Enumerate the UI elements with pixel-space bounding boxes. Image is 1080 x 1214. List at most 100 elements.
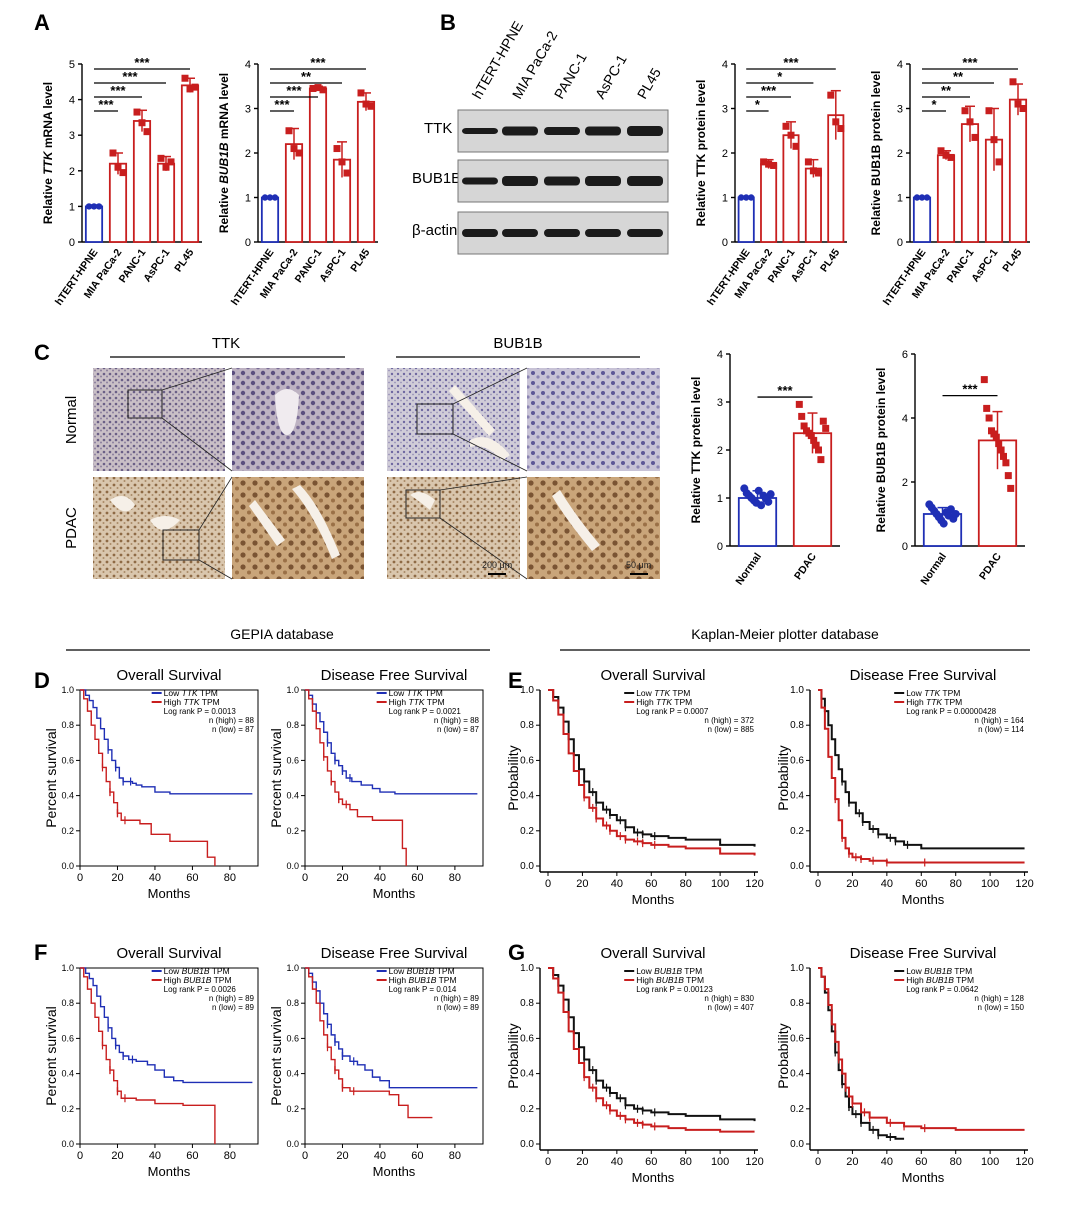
legend-stat: n (low) = 89 bbox=[437, 1003, 480, 1012]
x-tick-label: 20 bbox=[576, 1156, 588, 1168]
panel-label-g: G bbox=[508, 940, 525, 965]
y-tick-label: 0.8 bbox=[61, 720, 74, 730]
bar bbox=[804, 167, 822, 243]
data-point bbox=[186, 85, 194, 93]
data-point bbox=[362, 100, 370, 108]
x-tick-label: 40 bbox=[374, 1150, 386, 1162]
legend-stat: n (low) = 150 bbox=[978, 1003, 1025, 1012]
y-tick-label: 1 bbox=[722, 193, 728, 205]
sig-label: * bbox=[755, 97, 761, 112]
y-tick-label: 0.8 bbox=[61, 998, 74, 1008]
x-tick-label: 80 bbox=[680, 1156, 692, 1168]
wb-band-label-ttk: TTK bbox=[424, 120, 452, 137]
category-label: Normal bbox=[733, 551, 764, 588]
category-label: PL45 bbox=[1000, 247, 1024, 275]
data-point bbox=[807, 432, 815, 440]
y-axis-label: Relative BUB1B protein level bbox=[869, 71, 883, 236]
x-tick-label: 20 bbox=[336, 872, 348, 884]
survival-curve bbox=[80, 967, 253, 1084]
legend-label: Low TTK TPM bbox=[164, 688, 218, 698]
category-label: PL45 bbox=[172, 247, 196, 275]
legend-stat: n (low) = 87 bbox=[437, 725, 480, 734]
legend-label: High TTK TPM bbox=[389, 697, 445, 707]
y-tick-label: 0.0 bbox=[286, 1139, 299, 1149]
data-point bbox=[918, 194, 926, 201]
x-tick-label: 20 bbox=[846, 1156, 858, 1168]
data-point bbox=[309, 84, 317, 92]
survival-chart-e2: Disease Free Survival 0.0 0.2 0.4 0.6 0.8 1.0 0… bbox=[775, 667, 1034, 907]
x-axis-label: Months bbox=[902, 1170, 945, 1185]
legend-stat: n (low) = 114 bbox=[978, 725, 1024, 734]
bar bbox=[760, 163, 778, 243]
x-axis-label: Months bbox=[902, 892, 945, 907]
x-tick-label: 20 bbox=[111, 1150, 123, 1162]
chart-title: Overall Survival bbox=[600, 945, 705, 962]
y-tick-label: 4 bbox=[897, 59, 903, 71]
data-point bbox=[765, 160, 773, 168]
x-tick-label: 60 bbox=[645, 878, 657, 890]
data-point bbox=[1004, 472, 1012, 480]
y-axis-label: Percent survival bbox=[268, 728, 284, 828]
sig-label: *** bbox=[777, 383, 793, 398]
x-tick-label: 0 bbox=[815, 1156, 821, 1168]
y-tick-label: 0.2 bbox=[790, 826, 804, 837]
data-point bbox=[367, 102, 375, 110]
wb-band bbox=[462, 177, 498, 185]
legend-stat: n (high) = 128 bbox=[974, 994, 1024, 1003]
x-tick-label: 80 bbox=[950, 878, 962, 890]
data-point bbox=[290, 145, 298, 153]
bar bbox=[936, 154, 956, 243]
plot-frame bbox=[79, 967, 259, 1145]
y-tick-label: 0.8 bbox=[790, 998, 804, 1009]
data-point bbox=[143, 128, 151, 136]
data-point bbox=[333, 145, 341, 153]
chart-title: Disease Free Survival bbox=[321, 667, 468, 684]
y-tick-label: 0.0 bbox=[61, 861, 74, 871]
sig-label: ** bbox=[301, 69, 312, 84]
y-tick-label: 0 bbox=[245, 237, 251, 249]
survival-chart-d2: Disease Free Survival 0.0 0.2 0.4 0.6 0.8 1.0 0… bbox=[268, 667, 484, 901]
data-point bbox=[191, 83, 199, 91]
legend-label: Low BUB1B TPM bbox=[636, 966, 702, 976]
x-tick-label: 20 bbox=[336, 1150, 348, 1162]
data-point bbox=[983, 404, 991, 412]
data-point bbox=[961, 107, 969, 115]
legend-label: High BUB1B TPM bbox=[636, 975, 704, 985]
y-tick-label: 0 bbox=[717, 541, 723, 553]
chart-title: Overall Survival bbox=[600, 667, 705, 684]
ihc-row-label-pdac: PDAC bbox=[63, 507, 80, 549]
ihc-panel: TTK BUB1B Normal PDAC 200 μm 50 μm bbox=[63, 335, 660, 580]
x-tick-label: 100 bbox=[711, 1156, 729, 1168]
x-tick-label: 0 bbox=[815, 878, 821, 890]
y-tick-label: 1.0 bbox=[520, 685, 534, 696]
wb-band bbox=[544, 127, 580, 135]
y-tick-label: 0.0 bbox=[790, 1139, 804, 1150]
y-axis-label: Probability bbox=[505, 745, 521, 810]
data-point bbox=[181, 74, 189, 82]
data-point bbox=[837, 125, 845, 133]
bar bbox=[912, 196, 932, 243]
x-tick-label: 120 bbox=[745, 1156, 763, 1168]
x-tick-label: 0 bbox=[77, 1150, 83, 1162]
bar bbox=[737, 196, 755, 243]
ihc-zoom-line bbox=[161, 417, 233, 472]
sig-label: ** bbox=[953, 69, 964, 84]
y-tick-label: 1.0 bbox=[286, 963, 299, 973]
data-point bbox=[980, 376, 988, 384]
data-point bbox=[827, 91, 835, 99]
y-tick-label: 1.0 bbox=[286, 685, 299, 695]
sig-label: *** bbox=[962, 382, 978, 397]
chart-title: Disease Free Survival bbox=[850, 945, 997, 962]
ihc-zoom-line bbox=[198, 476, 233, 531]
bar bbox=[84, 205, 104, 243]
data-point bbox=[995, 158, 1003, 166]
y-tick-label: 0.0 bbox=[520, 861, 534, 872]
x-tick-label: 80 bbox=[950, 1156, 962, 1168]
x-axis-label: Months bbox=[632, 1170, 675, 1185]
y-tick-label: 3 bbox=[897, 104, 903, 116]
data-point bbox=[748, 194, 755, 201]
data-point bbox=[1007, 484, 1015, 492]
